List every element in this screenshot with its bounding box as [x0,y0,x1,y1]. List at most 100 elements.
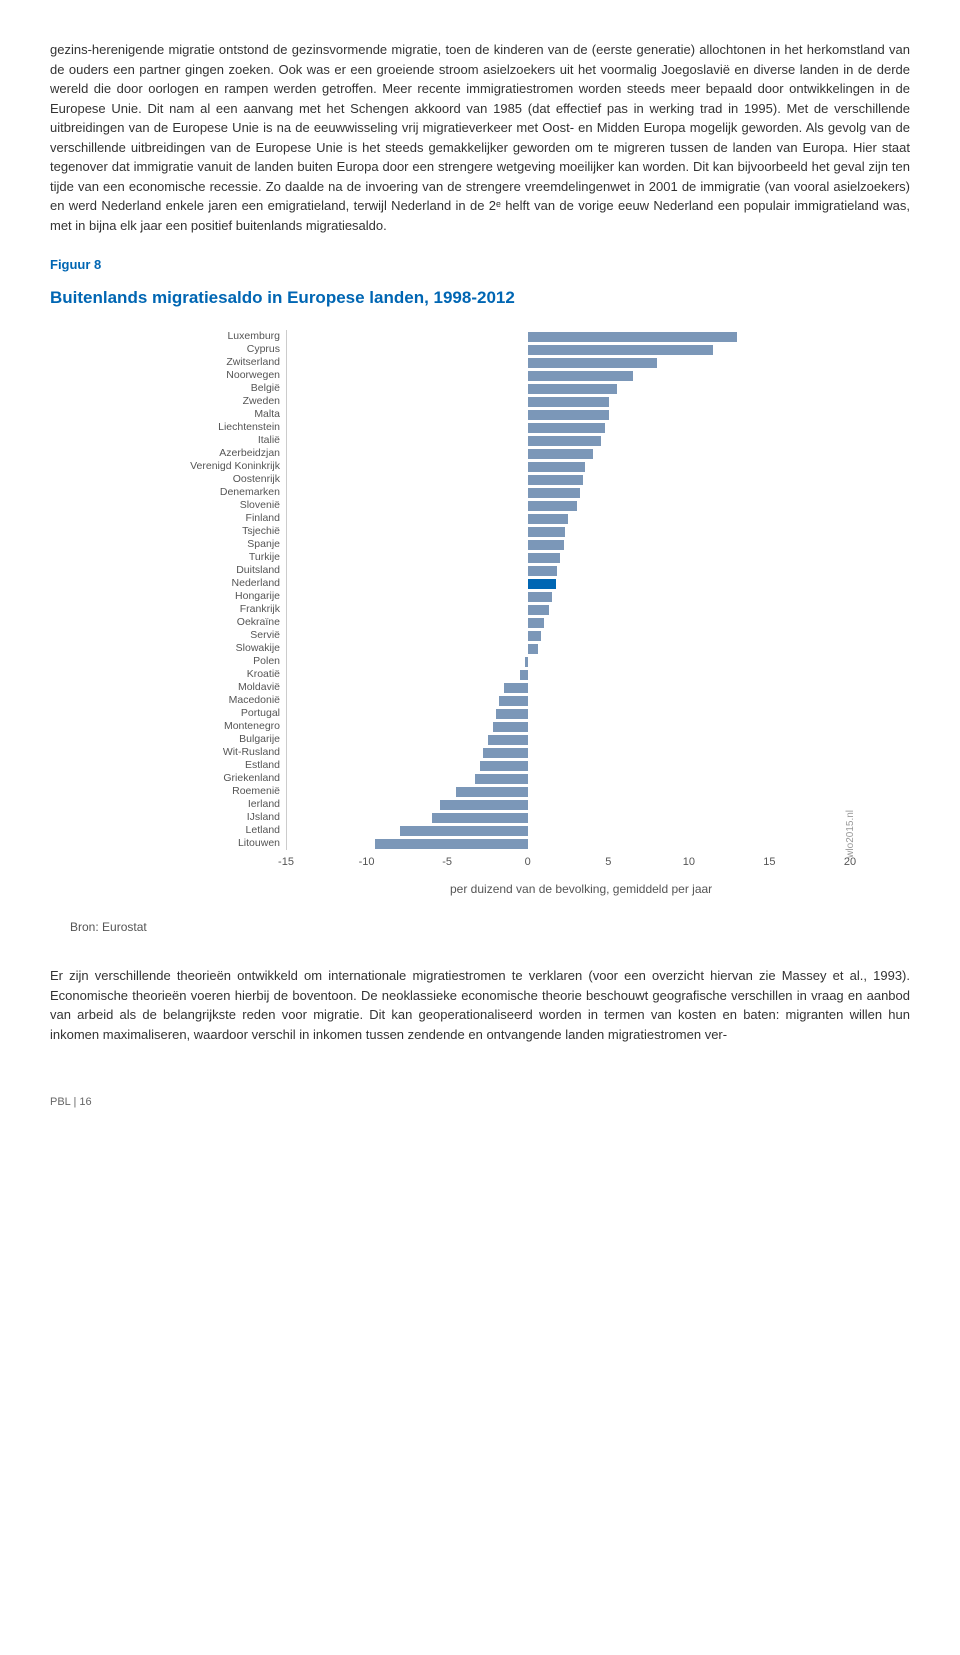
axis-track: -15-10-505101520 [286,854,850,874]
figure-label: Figuur 8 [50,255,910,275]
bar-track [286,772,850,785]
bar-track [286,525,850,538]
bar [456,787,528,797]
bar [520,670,528,680]
page-footer: PBL | 16 [50,1094,910,1111]
bar [475,774,528,784]
bar [528,436,600,446]
bar [528,475,583,485]
bar-track [286,421,850,434]
bar [528,631,541,641]
bar [528,618,544,628]
bar [528,345,713,355]
bar-track [286,395,850,408]
bar [528,501,576,511]
bar [493,722,528,732]
bar [504,683,528,693]
bar [528,462,584,472]
bar [528,553,560,563]
bar [499,696,528,706]
bar [496,709,528,719]
chart-area: LuxemburgCyprusZwitserlandNoorwegenBelgi… [150,330,850,898]
bar-track [286,408,850,421]
bar-track [286,356,850,369]
bar [528,332,737,342]
bar [528,592,552,602]
source-label: Bron: Eurostat [70,918,910,936]
bar-track [286,746,850,759]
axis-tick: 10 [683,854,695,871]
bar-track [286,460,850,473]
bar-track [286,733,850,746]
bar [528,410,608,420]
bar-track [286,330,850,343]
bar [528,579,555,589]
bar [480,761,528,771]
bar-track [286,551,850,564]
bar [528,423,605,433]
axis-row: -15-10-505101520 [150,854,850,874]
axis-tick: -5 [442,854,452,871]
axis-tick: 5 [605,854,611,871]
bars-container: LuxemburgCyprusZwitserlandNoorwegenBelgi… [150,330,850,850]
bar-track [286,824,850,837]
bar-track [286,577,850,590]
bar [528,358,657,368]
chart-title: Buitenlands migratiesaldo in Europese la… [50,285,910,311]
bar-track [286,629,850,642]
bar-track [286,343,850,356]
bar-track [286,382,850,395]
bar [400,826,529,836]
bar [528,397,608,407]
bar [528,605,549,615]
bar-track [286,720,850,733]
bar-label: Litouwen [150,836,286,852]
bar-track [286,785,850,798]
bar [528,644,538,654]
bar-track [286,681,850,694]
bar-row: Litouwen [150,837,850,850]
bar [528,540,563,550]
bar-track [286,668,850,681]
bar [528,449,592,459]
bar-track [286,564,850,577]
x-axis-label: per duizend van de bevolking, gemiddeld … [450,880,850,898]
bar-track [286,642,850,655]
bar-track [286,447,850,460]
bar-track [286,434,850,447]
credit-label: wlo2015.nl [843,810,858,858]
axis-tick: -15 [278,854,294,871]
bar-track [286,811,850,824]
bar-track [286,759,850,772]
axis-tick: 15 [763,854,775,871]
bar-track [286,603,850,616]
bar [488,735,528,745]
bar [528,384,616,394]
bar [483,748,528,758]
bar [375,839,528,849]
bar-track [286,538,850,551]
bar [528,527,565,537]
bar [432,813,529,823]
paragraph-1: gezins-herenigende migratie ontstond de … [50,40,910,235]
bar [440,800,528,810]
bar [525,657,528,667]
bar-track [286,499,850,512]
bar-track [286,616,850,629]
bar [528,566,557,576]
bar-track [286,694,850,707]
axis-tick: 0 [525,854,531,871]
bar-track [286,837,850,850]
bar-track [286,369,850,382]
bar [528,371,633,381]
bar-track [286,798,850,811]
bar-track [286,707,850,720]
bar-track [286,486,850,499]
axis-tick: -10 [359,854,375,871]
bar [528,488,579,498]
paragraph-2: Er zijn verschillende theorieën ontwikke… [50,966,910,1044]
bar-track [286,512,850,525]
bar [528,514,568,524]
bar-track [286,590,850,603]
bar-track [286,655,850,668]
